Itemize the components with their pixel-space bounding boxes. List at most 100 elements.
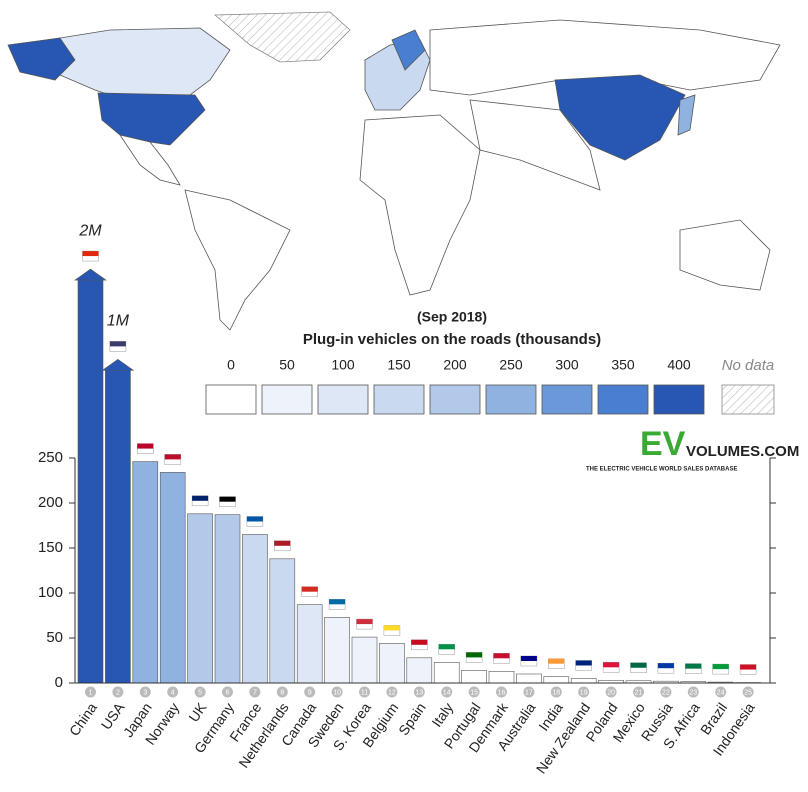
flag-color [192,495,209,501]
legend-label: 250 [499,357,523,373]
bar [296,604,323,684]
flag-color [740,664,757,670]
overflow-arrow [74,268,107,281]
rank-badge [468,686,480,698]
rank-label: 25 [744,689,752,696]
bar [77,278,104,684]
rank-badge [633,686,644,698]
bar [105,369,131,684]
flag-color [219,496,236,502]
rank-label: 8 [280,689,284,696]
bar [488,670,515,684]
rank-label: 24 [717,689,725,696]
bar [570,678,597,684]
rank-label: 16 [498,689,506,696]
flag-color [109,341,126,347]
flag-color [246,516,263,522]
flag-color [466,652,483,658]
rank-badge [304,686,316,698]
logo-tagline: THE ELECTRIC VEHICLE WORLD SALES DATABAS… [586,467,737,473]
bar [132,461,159,684]
subtitle: (Sep 2018) [417,309,487,325]
rank-badge [413,686,425,698]
legend-label: 0 [227,357,235,373]
bar [159,472,186,684]
legend-swatch [261,384,313,415]
flag-color [657,663,674,669]
rank-badge [139,686,151,698]
legend-label: 150 [387,357,411,373]
y-tick-label: 100 [38,584,63,601]
rank-badge [605,686,617,698]
value-label: 2M [78,222,102,239]
rank-badge [194,686,206,698]
y-tick-label: 0 [55,674,63,691]
legend-label: 200 [443,357,467,373]
rank-badge [222,686,233,698]
rank-label: 3 [143,689,147,696]
rank-label: 22 [662,689,670,696]
bar [187,513,213,684]
x-tick-label: UK [185,699,210,725]
rank-label: 7 [253,689,257,696]
flag-color [383,625,400,631]
rank-label: 5 [198,689,202,696]
rank-label: 6 [226,689,230,696]
y-tick-label: 150 [38,539,63,556]
rank-label: 21 [635,689,643,696]
flag-color [603,662,620,668]
legend-no-data-swatch [721,384,775,415]
flag-color [411,639,428,645]
flag-color [274,540,291,546]
rank-badge [331,686,343,698]
rank-badge [578,686,590,698]
rank-badge [441,686,453,698]
legend-swatch [317,384,369,415]
bar [516,673,542,684]
rank-label: 2 [116,689,120,696]
flag-color [575,660,592,666]
rank-badge [687,686,699,698]
flag-color [685,663,702,669]
rank-badge [112,686,124,698]
bar [242,534,268,684]
value-label: 1M [107,313,130,330]
rank-label: 18 [552,689,560,696]
legend-label: 100 [331,357,355,373]
rank-label: 23 [689,689,697,696]
y-tick-label: 200 [38,494,63,511]
flag-color [520,656,537,661]
rank-label: 17 [525,689,533,696]
bar [406,657,433,684]
flag-color [301,586,318,592]
rank-badge [359,686,370,698]
flag-color [137,443,154,449]
flag-color [712,664,729,670]
bar [351,636,378,684]
rank-label: 4 [171,689,175,696]
rank-badge [742,686,754,698]
flag-color [493,653,510,659]
rank-badge [715,686,727,698]
flag-color [356,619,373,625]
rank-label: 10 [333,689,341,696]
flag-color [630,662,647,668]
legend-label: 350 [611,357,635,373]
rank-label: 14 [443,689,451,696]
legend-swatch [541,384,593,415]
y-tick-label: 50 [46,629,63,646]
legend-swatch [485,384,537,415]
flag-color [82,251,99,257]
legend-label: 300 [555,357,579,373]
bar [379,643,405,684]
flag-color [438,644,455,650]
flag-color [329,599,346,605]
y-tick-label: 250 [38,449,63,466]
rank-label: 19 [580,689,588,696]
x-tick-label: China [66,700,100,739]
rank-badge [523,686,535,698]
rank-label: 9 [308,689,312,696]
rank-badge [85,686,96,698]
bar [214,514,241,684]
